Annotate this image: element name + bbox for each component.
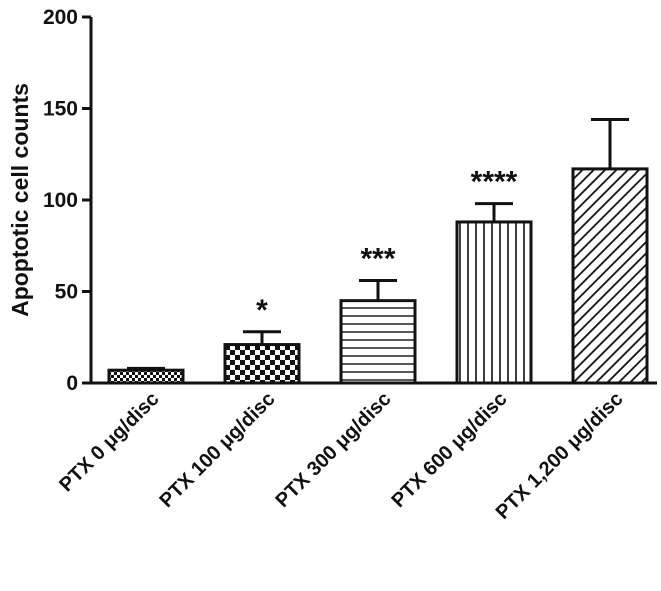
y-tick-label: 0 [66,372,78,395]
y-tick-label: 200 [43,6,78,29]
bar [107,368,185,385]
y-tick-label: 100 [43,189,78,212]
bar [455,220,533,385]
bars [107,167,649,385]
significance-label: **** [471,166,518,199]
significance-markers: ******** [256,166,518,327]
error-bars [127,117,629,371]
x-tick-label: PTX 300 μg/disc [271,388,395,512]
x-tick-label: PTX 0 μg/disc [55,388,163,496]
x-tick-label: PTX 100 μg/disc [155,388,279,512]
x-tick-label: PTX 600 μg/disc [387,388,511,512]
bar [571,167,649,385]
y-tick-label: 50 [55,281,78,304]
y-axis-title: Apoptotic cell counts [7,83,33,317]
y-ticks: 0 50 100 150 200 [43,6,91,395]
y-tick-label: 150 [43,98,78,121]
significance-label: * [256,294,268,327]
x-tick-label: PTX 1,200 μg/disc [492,388,628,524]
bar [223,343,301,385]
significance-label: *** [360,243,395,276]
bar [339,299,417,385]
